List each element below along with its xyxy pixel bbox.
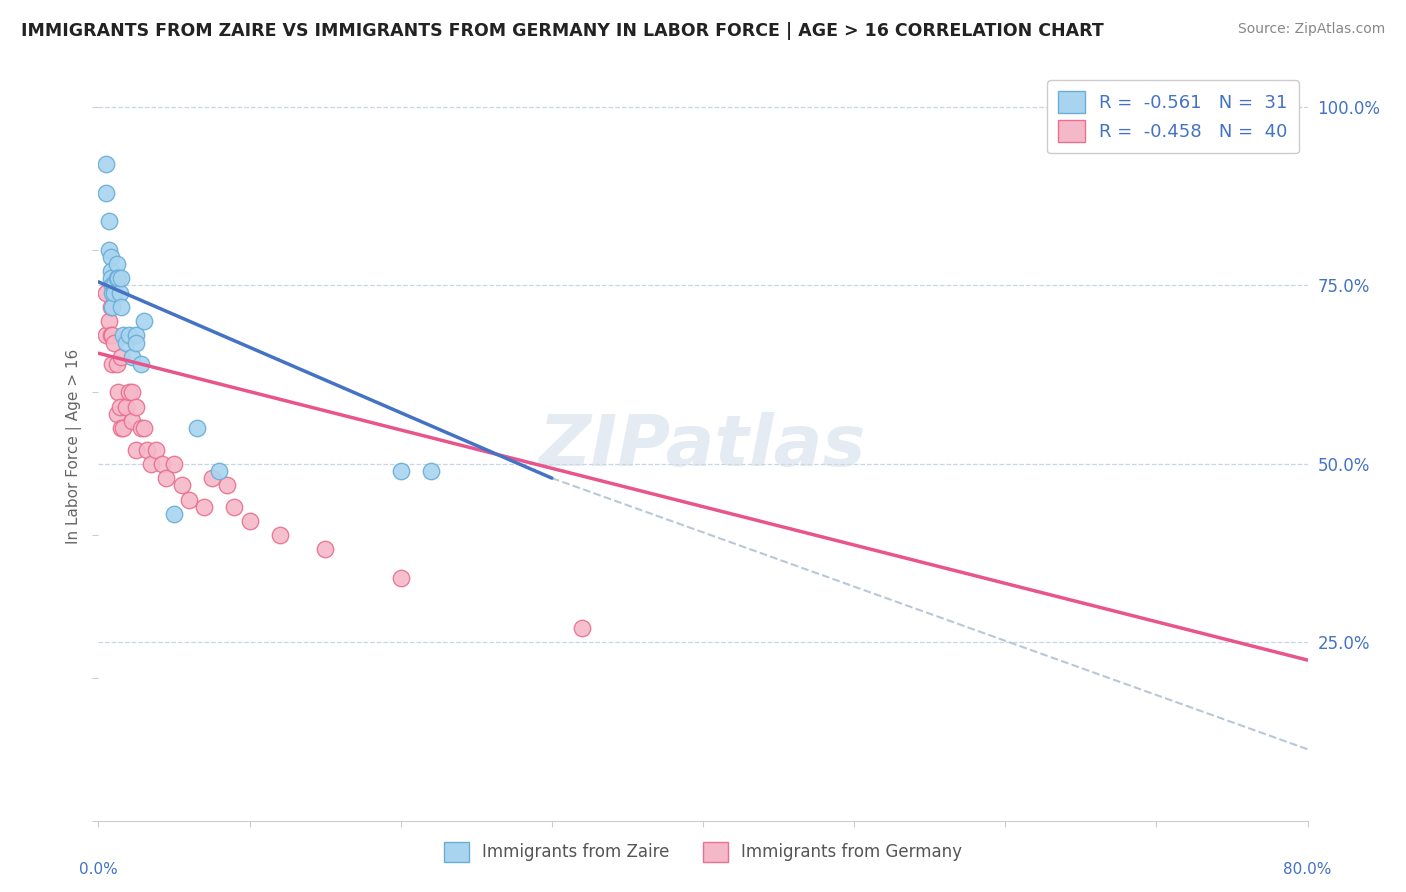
- Point: [155, 471, 177, 485]
- Point: [132, 314, 155, 328]
- Point: [107, 271, 129, 285]
- Point: [193, 500, 215, 514]
- Point: [105, 257, 128, 271]
- Point: [208, 464, 231, 478]
- Point: [101, 285, 124, 300]
- Point: [100, 264, 122, 278]
- Point: [129, 357, 152, 371]
- Point: [239, 514, 262, 528]
- Point: [314, 542, 336, 557]
- Point: [94, 328, 117, 343]
- Point: [269, 528, 291, 542]
- Point: [179, 492, 201, 507]
- Point: [103, 285, 125, 300]
- Point: [145, 442, 167, 457]
- Point: [100, 328, 122, 343]
- Point: [101, 357, 124, 371]
- Point: [105, 271, 128, 285]
- Point: [114, 335, 136, 350]
- Point: [94, 157, 117, 171]
- Point: [108, 400, 131, 414]
- Text: 80.0%: 80.0%: [1284, 862, 1331, 877]
- Point: [141, 457, 163, 471]
- Point: [94, 186, 117, 200]
- Point: [150, 457, 173, 471]
- Point: [110, 300, 132, 314]
- Point: [163, 457, 186, 471]
- Point: [111, 421, 134, 435]
- Point: [111, 328, 134, 343]
- Point: [389, 464, 412, 478]
- Point: [108, 285, 131, 300]
- Point: [101, 278, 124, 293]
- Point: [420, 464, 443, 478]
- Point: [389, 571, 412, 585]
- Text: Source: ZipAtlas.com: Source: ZipAtlas.com: [1237, 22, 1385, 37]
- Point: [103, 335, 125, 350]
- Point: [100, 250, 122, 264]
- Text: ZIPatlas: ZIPatlas: [540, 411, 866, 481]
- Point: [186, 421, 208, 435]
- Point: [125, 400, 148, 414]
- Point: [98, 214, 121, 228]
- Point: [125, 328, 148, 343]
- Point: [110, 421, 132, 435]
- Point: [121, 414, 143, 428]
- Point: [118, 328, 141, 343]
- Point: [163, 507, 186, 521]
- Point: [132, 421, 155, 435]
- Point: [103, 278, 125, 293]
- Point: [100, 300, 122, 314]
- Point: [170, 478, 193, 492]
- Point: [125, 442, 148, 457]
- Point: [105, 407, 128, 421]
- Point: [571, 621, 593, 635]
- Point: [100, 271, 122, 285]
- Point: [215, 478, 238, 492]
- Point: [201, 471, 224, 485]
- Legend: Immigrants from Zaire, Immigrants from Germany: Immigrants from Zaire, Immigrants from G…: [437, 835, 969, 869]
- Point: [121, 385, 143, 400]
- Y-axis label: In Labor Force | Age > 16: In Labor Force | Age > 16: [66, 349, 82, 543]
- Point: [110, 350, 132, 364]
- Point: [101, 300, 124, 314]
- Point: [224, 500, 246, 514]
- Point: [98, 243, 121, 257]
- Point: [129, 421, 152, 435]
- Point: [135, 442, 157, 457]
- Point: [105, 357, 128, 371]
- Point: [114, 400, 136, 414]
- Text: IMMIGRANTS FROM ZAIRE VS IMMIGRANTS FROM GERMANY IN LABOR FORCE | AGE > 16 CORRE: IMMIGRANTS FROM ZAIRE VS IMMIGRANTS FROM…: [21, 22, 1104, 40]
- Point: [121, 350, 143, 364]
- Point: [110, 271, 132, 285]
- Point: [98, 314, 121, 328]
- Point: [118, 385, 141, 400]
- Text: 0.0%: 0.0%: [79, 862, 118, 877]
- Point: [125, 335, 148, 350]
- Point: [101, 328, 124, 343]
- Point: [107, 385, 129, 400]
- Point: [94, 285, 117, 300]
